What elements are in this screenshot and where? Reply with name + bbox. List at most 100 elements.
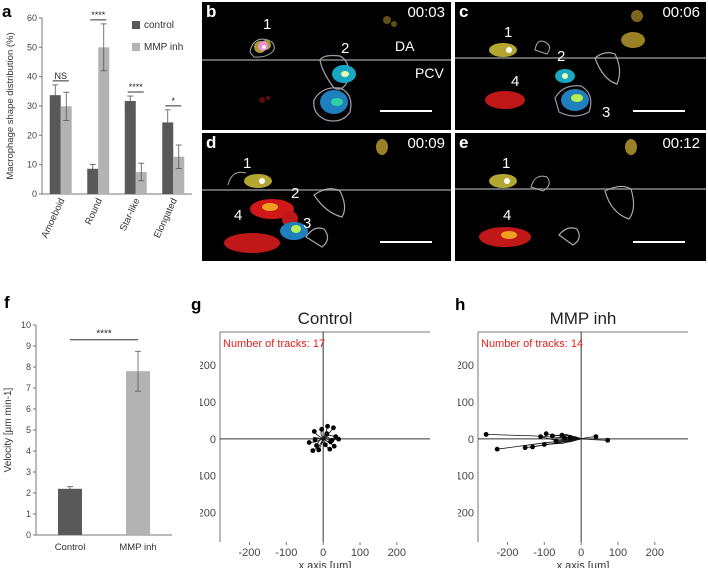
bar [162,122,174,194]
y-tick-label: 8 [26,362,31,372]
y-axis-label: Velocity [µm min-1] [3,387,14,472]
track-endpoint [543,431,549,437]
y-tick-label: 9 [26,341,31,351]
category-label: Amoeboid [39,197,67,240]
panel-letter-f: f [4,293,10,312]
micrograph-c-letter: c [459,2,469,21]
legend-label: MMP inh [144,42,183,53]
legend-swatch [132,21,140,29]
bar [60,106,72,194]
track-line [497,438,582,450]
category-label: Control [55,542,86,553]
y-tick-label: 10 [27,160,37,170]
significance-label: NS [54,71,67,81]
track-endpoint [311,429,317,434]
panel-letter-g: g [191,295,202,314]
track-endpoint [333,434,339,440]
y-tick-label: 30 [27,101,37,111]
track-line [546,433,582,440]
x-tick-label: -100 [533,547,555,559]
cell-label: 2 [557,48,566,65]
y-tick-label: -100 [200,471,216,483]
track-endpoint [316,447,322,453]
x-axis-label: x axis [µm] [299,560,352,568]
bar [49,95,61,194]
micrograph-d-letter: d [206,133,217,152]
cell-label: 1 [243,155,252,172]
y-tick-label: 0 [210,434,216,446]
bar [58,488,82,535]
track-endpoint [494,446,500,452]
track-endpoint [325,423,330,429]
cell-label: 2 [341,40,350,57]
y-tick-label: 0 [468,434,474,446]
y-axis-label: Macrophage shape distribution (%) [5,32,16,179]
panel-letter-h: h [455,295,466,314]
y-tick-label: 4 [26,446,31,456]
y-tick-label: 20 [27,130,37,140]
track-endpoint [331,425,336,431]
control-tracks-chart: Control -200 -100 0 100 200 -200 -100 0 100 200 x a… [200,309,430,568]
y-tick-label: 50 [27,42,37,52]
micrograph-c-time: 00:06 [662,4,700,21]
track-endpoint [483,432,489,437]
y-tick-label: 40 [27,72,37,82]
x-tick-label: 100 [609,547,627,559]
y-tick-label: 5 [26,425,31,435]
x-tick-label: 0 [320,547,326,559]
y-tick-label: 6 [26,404,31,414]
y-tick-label: -100 [458,471,474,483]
micrograph-b-time: 00:03 [407,4,445,21]
y-tick-label: 0 [32,189,37,199]
bar [87,168,99,194]
x-tick-label: 0 [578,547,584,559]
bar [126,371,150,535]
track-line [581,438,608,441]
track-line [556,438,582,443]
y-tick-label: 7 [26,383,31,393]
significance-label: **** [91,10,106,20]
category-label: Elongated [152,197,180,240]
y-tick-label: 100 [458,397,474,409]
x-tick-label: -200 [496,547,518,559]
track-endpoint [306,440,312,445]
legend-label: control [144,20,174,31]
track-endpoint [593,434,599,440]
bar [173,156,185,194]
cell-label: 4 [503,207,512,224]
track-line [581,436,596,440]
chart-title: Control [298,309,353,328]
significance-label: * [171,96,175,106]
track-endpoint [310,448,316,454]
region-label-pcv: PCV [415,65,444,81]
category-label: MMP inh [119,542,156,553]
cell-label: 1 [263,16,272,33]
y-tick-label: 100 [200,397,216,409]
cell-label: 4 [511,73,520,90]
track-count-annotation: Number of tracks: 14 [481,338,583,350]
track-endpoint [522,445,528,451]
bar [98,47,110,195]
micrograph-b: b 00:03 1 2 DA PCV [202,2,451,130]
significance-label: **** [129,82,144,92]
track-endpoint [331,443,337,449]
x-tick-label: 100 [351,547,369,559]
x-tick-label: -100 [275,547,297,559]
cell-label: 4 [234,207,243,224]
cell-label: 1 [502,155,511,172]
cell-label: 1 [504,24,513,41]
track-endpoint [314,443,319,448]
track-count-annotation: Number of tracks: 17 [223,338,325,350]
x-axis-label: x axis [µm] [557,560,610,568]
track-endpoint [553,438,559,444]
legend-swatch [132,43,140,51]
region-label-da: DA [395,38,415,54]
micrograph-d: d 00:09 1 2 4 3 [202,133,451,261]
y-tick-label: 0 [26,530,31,540]
mmp-inh-tracks-chart: MMP inh -200 -100 0 100 200 -200 -100 0 100 200 x a… [458,309,688,568]
y-tick-label: 2 [26,488,31,498]
y-tick-label: 200 [458,360,474,372]
cell-label: 3 [602,104,611,121]
y-tick-label: -200 [458,508,474,520]
category-label: Round [83,197,105,227]
